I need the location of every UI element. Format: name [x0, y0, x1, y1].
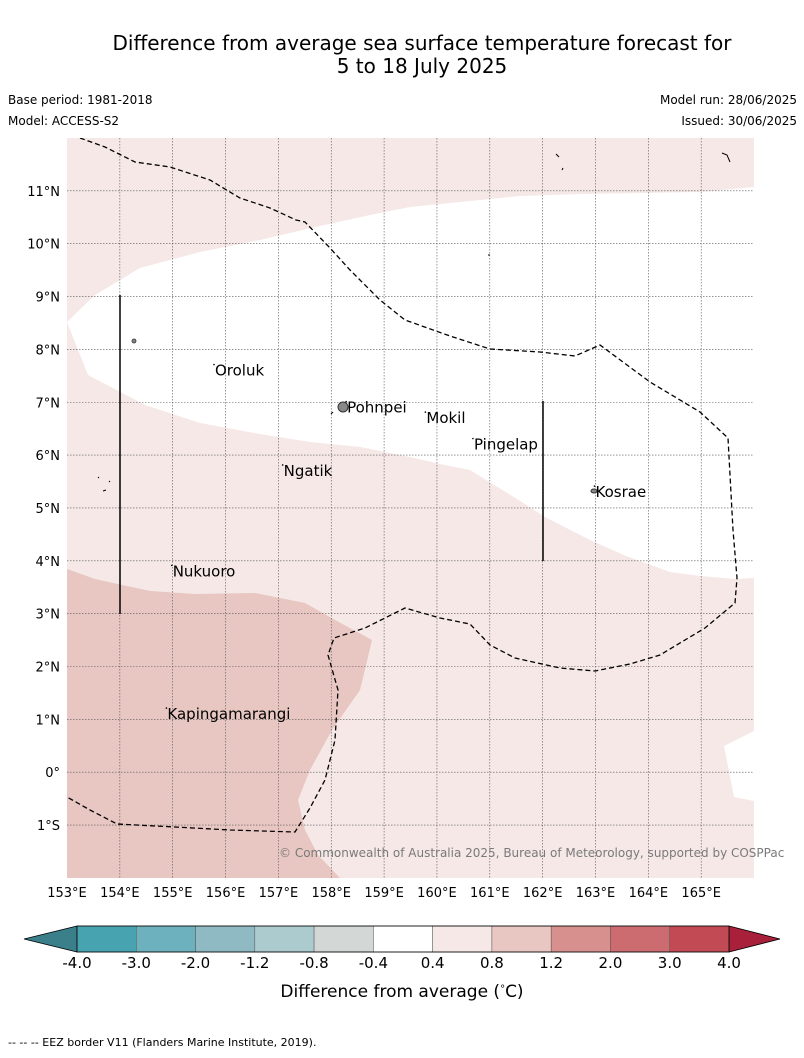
place-label-pingelap: Pingelap — [474, 436, 538, 454]
colorbar-tick-label: 2.0 — [599, 954, 623, 972]
lon-tick-label: 162°E — [523, 886, 563, 901]
place-label-pohnpei: Pohnpei — [347, 399, 407, 417]
lat-tick-label: 6°N — [36, 449, 61, 464]
colorbar-segment — [373, 925, 433, 953]
colorbar-segment — [313, 925, 374, 953]
map-area — [67, 138, 754, 878]
copyright-notice: © Commonwealth of Australia 2025, Bureau… — [279, 846, 784, 860]
lon-tick-label: 157°E — [259, 886, 299, 901]
colorbar-segment — [136, 925, 196, 953]
chart-title: Difference from average sea surface temp… — [0, 32, 804, 78]
longitude-ticks: 153°E 154°E 155°E 156°E 157°E 158°E 159°E 160°E… — [47, 886, 721, 901]
colorbar-segment — [195, 925, 256, 953]
base-period: Base period: 1981-2018 — [8, 93, 153, 107]
place-marker — [424, 411, 427, 413]
place-marker — [213, 363, 215, 366]
lon-tick-label: 165°E — [681, 886, 721, 901]
lat-tick-label: 0° — [45, 766, 60, 781]
lon-tick-label: 153°E — [47, 886, 87, 901]
colorbar-tick-label: 0.4 — [421, 954, 445, 972]
lon-tick-label: 158°E — [311, 886, 351, 901]
colorbar-tick-label: -0.4 — [359, 954, 388, 972]
colorbar: -4.0 -3.0 -2.0 -1.2 -0.8 -0.4 0.4 0.8 1.2 2.0 3.0 4… — [23, 925, 781, 972]
place-marker — [170, 564, 173, 567]
lon-tick-label: 155°E — [153, 886, 193, 901]
lat-tick-label: 1°S — [37, 819, 60, 834]
lat-tick-label: 11°N — [27, 185, 60, 200]
colorbar-tick-label: 0.8 — [480, 954, 504, 972]
lat-tick-label: 8°N — [36, 343, 61, 358]
lat-tick-label: 3°N — [36, 608, 61, 623]
latitude-ticks: 11°N 10°N 9°N 8°N 7°N 6°N 5°N 4°N 3°N 2°N 1°N 0° 1°S — [27, 185, 60, 834]
place-label-oroluk: Oroluk — [215, 362, 264, 380]
colorbar-tick-label: 3.0 — [658, 954, 682, 972]
lat-tick-label: 10°N — [27, 238, 60, 253]
colorbar-segment — [76, 925, 137, 953]
lat-tick-label: 7°N — [36, 396, 61, 411]
colorbar-segment — [550, 925, 611, 953]
place-label-ngatik: Ngatik — [284, 462, 333, 480]
model-run: Model run: 28/06/2025 — [659, 93, 797, 107]
colorbar-label: Difference from average (°C) — [280, 982, 523, 1002]
colorbar-tick-label: -2.0 — [181, 954, 210, 972]
colorbar-tick-label: -1.2 — [240, 954, 269, 972]
colorbar-segment — [669, 925, 730, 953]
colorbar-low-extend — [23, 925, 78, 953]
colorbar-segment — [610, 925, 670, 953]
colorbar-frame — [76, 925, 730, 953]
lon-tick-label: 159°E — [364, 886, 404, 901]
colorbar-tick-label: -3.0 — [122, 954, 151, 972]
lon-tick-label: 161°E — [470, 886, 510, 901]
title-line-1: Difference from average sea surface temp… — [112, 31, 732, 55]
colorbar-segment — [254, 925, 315, 953]
lat-tick-label: 5°N — [36, 502, 61, 517]
pohnpei-island — [337, 401, 349, 413]
colorbar-tick-label: 1.2 — [539, 954, 563, 972]
colorbar-tick-label: -0.8 — [299, 954, 328, 972]
model-name: Model: ACCESS-S2 — [8, 114, 120, 128]
eez-footnote: -- -- -- EEZ border V11 (Flanders Marine… — [8, 1036, 317, 1049]
issued-date: Issued: 30/06/2025 — [681, 114, 797, 128]
place-marker — [593, 485, 596, 487]
colorbar-tick-label: -4.0 — [62, 954, 91, 972]
place-labels: Oroluk Pohnpei Mokil Pingelap Ngatik Kosrae Nu… — [165, 362, 647, 723]
place-label-nukuoro: Nukuoro — [173, 562, 236, 580]
title-line-2: 5 to 18 July 2025 — [336, 54, 508, 78]
lat-tick-label: 9°N — [36, 291, 61, 306]
lon-tick-label: 163°E — [576, 886, 616, 901]
kosrae-island — [590, 488, 598, 494]
colorbar-segment — [432, 925, 493, 953]
place-marker — [281, 464, 284, 466]
lon-tick-label: 154°E — [100, 886, 140, 901]
lat-tick-label: 2°N — [36, 661, 61, 676]
place-label-kapingamarangi: Kapingamarangi — [167, 705, 290, 723]
lon-tick-label: 164°E — [629, 886, 669, 901]
place-label-mokil: Mokil — [426, 409, 465, 427]
atoll-markers — [97, 152, 731, 492]
colorbar-segment — [491, 925, 552, 953]
lat-tick-label: 1°N — [36, 713, 61, 728]
eez-border-north — [67, 138, 738, 833]
place-marker — [472, 437, 474, 440]
band-near-average-southeast — [724, 731, 754, 801]
lat-tick-label: 4°N — [36, 555, 61, 570]
place-label-kosrae: Kosrae — [596, 483, 647, 501]
place-marker — [165, 707, 168, 709]
colorbar-high-extend — [728, 925, 781, 953]
lon-tick-label: 160°E — [417, 886, 457, 901]
band-near-average-north — [67, 187, 754, 579]
colorbar-tick-label: 4.0 — [717, 954, 741, 972]
lon-tick-label: 156°E — [206, 886, 246, 901]
band-medium-pink — [67, 569, 372, 878]
small-island — [131, 338, 137, 344]
place-marker — [345, 400, 347, 403]
